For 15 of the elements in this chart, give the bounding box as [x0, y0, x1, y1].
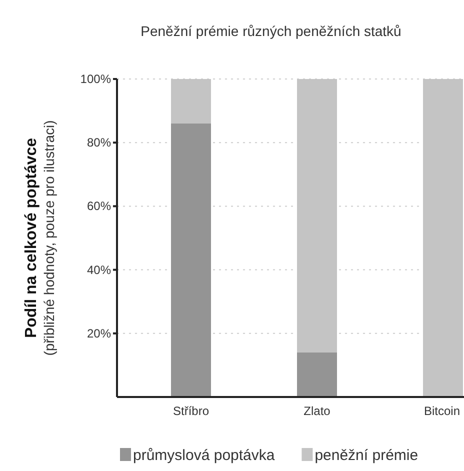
y-tick-label: 80% [86, 136, 112, 150]
chart-title: Peněžní prémie různých peněžních statků [140, 23, 402, 39]
x-tick-label: Zlato [304, 404, 331, 418]
bar [297, 352, 337, 397]
x-tick-label: Stříbro [172, 404, 210, 418]
bar [171, 124, 211, 397]
y-tick-label: 40% [86, 262, 112, 277]
legend-label: peněžní prémie [314, 447, 418, 464]
x-tick-label: Bitcoin [424, 404, 460, 418]
text: (přibližné hodnoty, pouze pro ilustraci) [41, 120, 57, 356]
y-tick-label: 60% [86, 199, 112, 214]
legend-label: průmyslová poptávka [133, 447, 276, 464]
y-tick-label: 100% [80, 72, 112, 86]
y-tick-label: 20% [86, 326, 112, 340]
y-axis-title: Podíl na celkové poptávce [23, 138, 40, 338]
